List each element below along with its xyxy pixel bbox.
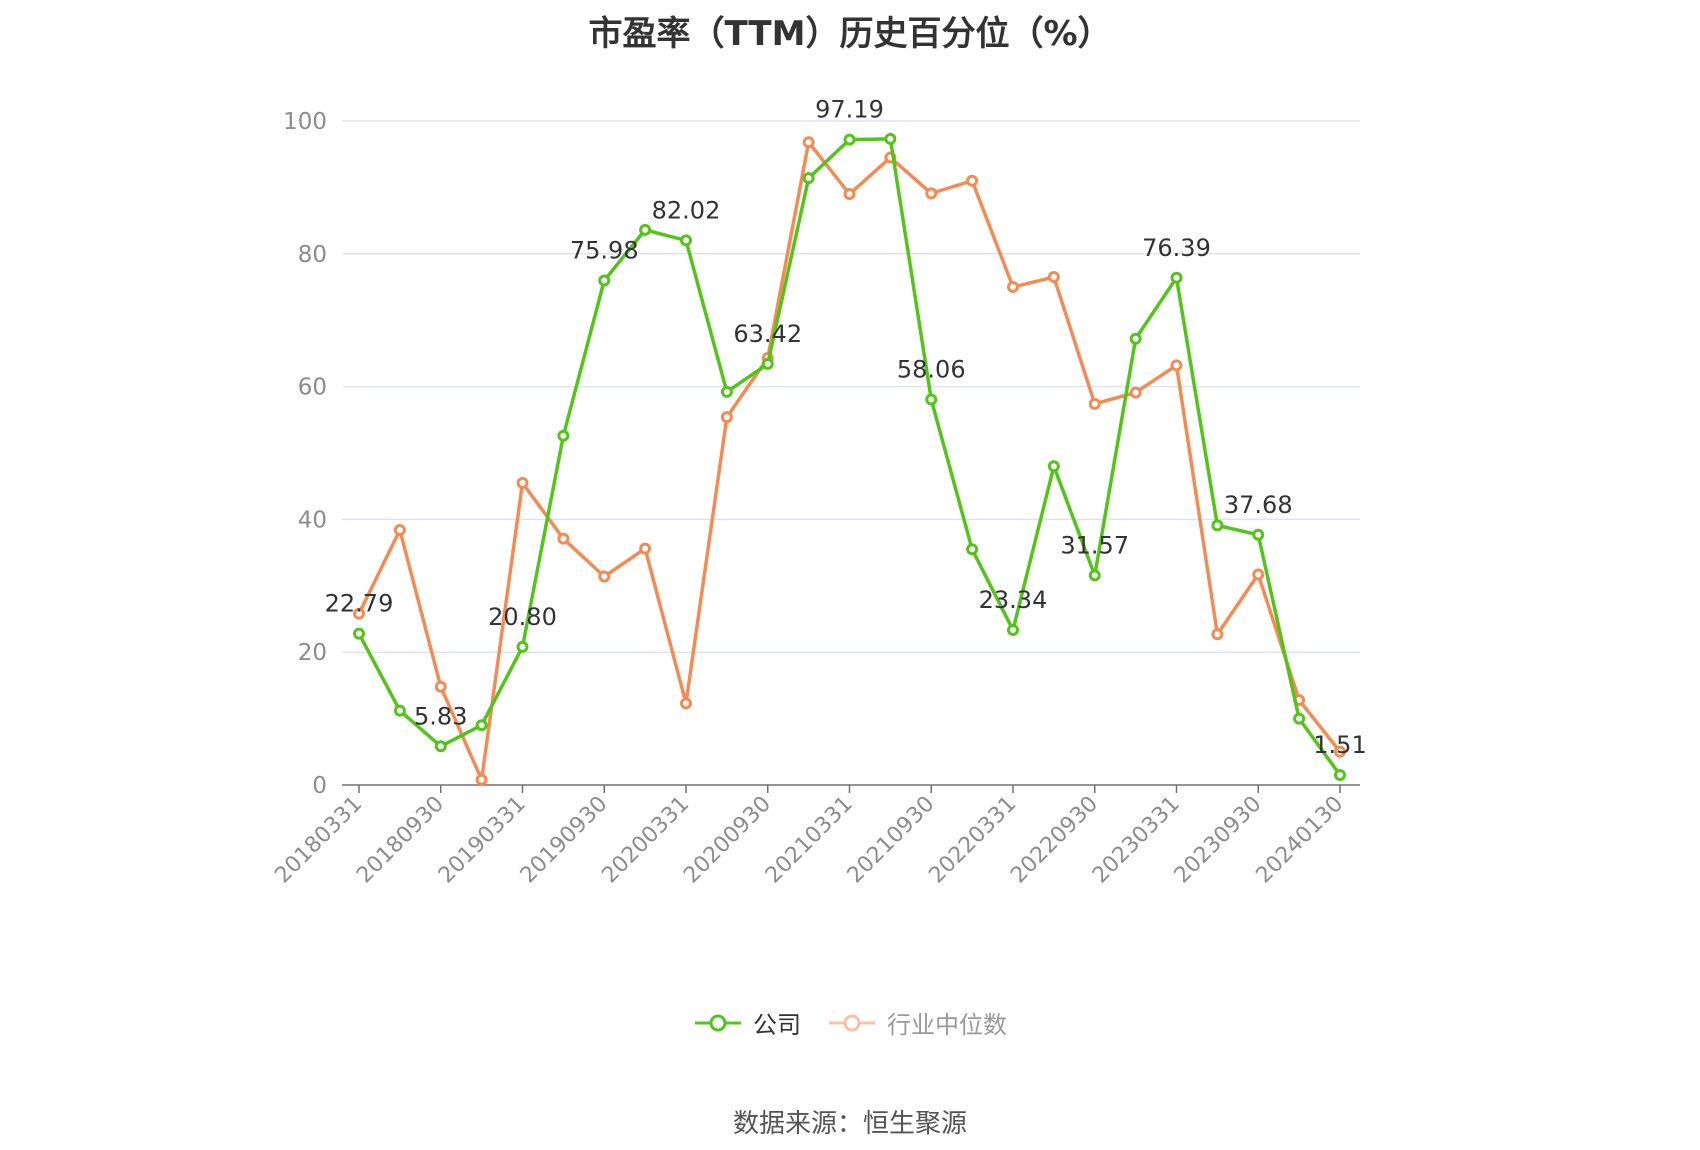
data-point-industry bbox=[1007, 281, 1019, 293]
data-point-industry bbox=[1129, 386, 1142, 399]
x-tick-label: 20220930 bbox=[1006, 792, 1103, 889]
data-label: 82.02 bbox=[652, 196, 721, 224]
data-point-company bbox=[1088, 569, 1101, 582]
data-labels: 22.79 5.83 20.80 75.98 82.02 63.42 97.19 58.06 2… bbox=[325, 96, 1367, 759]
data-point-company bbox=[353, 627, 365, 640]
data-point-industry bbox=[720, 411, 733, 424]
legend-item-company[interactable]: 公司 bbox=[693, 1005, 801, 1040]
data-point-company bbox=[802, 172, 815, 185]
data-point-company bbox=[475, 719, 488, 732]
data-point-industry bbox=[1170, 359, 1183, 372]
data-point-company bbox=[1170, 271, 1183, 284]
y-tick-label: 60 bbox=[298, 375, 327, 401]
data-point-company bbox=[1334, 768, 1346, 781]
data-point-company bbox=[720, 385, 733, 398]
y-tick-label: 100 bbox=[283, 109, 327, 135]
data-point-industry bbox=[925, 187, 938, 200]
data-point-industry bbox=[639, 542, 652, 555]
data-label: 97.19 bbox=[815, 96, 884, 124]
x-tick-label: 20180331 bbox=[270, 792, 367, 889]
data-point-company bbox=[680, 234, 692, 247]
x-tick-label: 20200930 bbox=[679, 792, 776, 889]
data-label: 75.98 bbox=[570, 236, 639, 264]
data-label: 22.79 bbox=[325, 590, 394, 618]
y-tick-label: 40 bbox=[298, 507, 327, 533]
data-point-company bbox=[843, 133, 856, 146]
data-point-industry bbox=[353, 607, 365, 620]
data-point-industry bbox=[1211, 628, 1224, 641]
data-point-company bbox=[393, 704, 406, 717]
data-point-company bbox=[1252, 528, 1265, 541]
data-label: 58.06 bbox=[897, 355, 966, 383]
x-tick-label: 20210930 bbox=[843, 792, 940, 889]
x-tick-label: 20230930 bbox=[1170, 792, 1267, 889]
data-point-company bbox=[1129, 332, 1142, 345]
data-point-company bbox=[1293, 712, 1306, 725]
data-point-industry bbox=[802, 136, 815, 149]
y-tick-label: 20 bbox=[298, 640, 327, 666]
series-lines bbox=[353, 132, 1346, 786]
y-tick-label: 80 bbox=[298, 242, 327, 268]
x-tick-label: 20200331 bbox=[597, 792, 694, 889]
data-point-company bbox=[761, 357, 774, 370]
data-label: 31.57 bbox=[1060, 531, 1129, 559]
data-point-industry bbox=[475, 773, 488, 786]
data-label: 37.68 bbox=[1224, 491, 1293, 519]
data-point-company bbox=[1047, 460, 1060, 473]
data-point-company bbox=[966, 543, 979, 556]
data-label: 20.80 bbox=[488, 603, 557, 631]
data-label: 63.42 bbox=[733, 320, 802, 348]
legend: 公司 行业中位数 bbox=[0, 1005, 1700, 1040]
data-point-company bbox=[434, 740, 447, 753]
data-point-industry bbox=[516, 476, 529, 489]
x-tick-label: 20190930 bbox=[516, 792, 613, 889]
legend-line-icon-company bbox=[695, 1014, 741, 1031]
x-tick-label: 20230331 bbox=[1088, 792, 1185, 889]
data-point-industry bbox=[680, 697, 692, 710]
data-point-industry bbox=[434, 680, 447, 693]
source-note: 数据来源：恒生聚源 bbox=[732, 1109, 967, 1139]
data-point-company bbox=[557, 429, 570, 442]
data-point-company bbox=[1211, 519, 1224, 532]
data-point-company bbox=[1007, 624, 1019, 637]
y-tick-label: 0 bbox=[312, 773, 327, 799]
x-tick-label: 20220331 bbox=[924, 792, 1021, 889]
data-point-company bbox=[925, 393, 938, 406]
x-tick-label: 20210331 bbox=[761, 792, 858, 889]
chart-title: 市盈率（TTM）历史百分位（%） bbox=[588, 14, 1112, 54]
data-label: 5.83 bbox=[414, 702, 467, 730]
data-point-industry bbox=[1088, 397, 1101, 410]
x-tick-label: 20180930 bbox=[352, 792, 449, 889]
data-point-industry bbox=[966, 174, 979, 187]
data-label: 23.34 bbox=[979, 586, 1048, 614]
data-point-industry bbox=[557, 532, 570, 545]
data-point-company bbox=[516, 640, 529, 653]
x-tick-label: 20190331 bbox=[434, 792, 531, 889]
data-label: 76.39 bbox=[1142, 234, 1211, 262]
data-label: 1.51 bbox=[1313, 731, 1366, 759]
data-point-industry bbox=[393, 524, 406, 537]
legend-item-industry[interactable]: 行业中位数 bbox=[827, 1005, 1007, 1040]
data-point-company bbox=[884, 132, 897, 145]
data-point-industry bbox=[598, 570, 611, 583]
data-point-company bbox=[598, 274, 611, 287]
x-tick-label: 20240130 bbox=[1251, 792, 1348, 889]
data-point-industry bbox=[843, 188, 856, 201]
legend-label-company: 公司 bbox=[753, 1011, 801, 1039]
grid-lines bbox=[342, 120, 1360, 653]
legend-label-industry: 行业中位数 bbox=[887, 1011, 1007, 1039]
data-point-company bbox=[639, 223, 652, 236]
data-point-industry bbox=[1334, 745, 1346, 758]
data-point-industry bbox=[1252, 568, 1265, 581]
legend-line-icon-industry bbox=[829, 1014, 875, 1031]
data-point-industry bbox=[1047, 271, 1060, 284]
